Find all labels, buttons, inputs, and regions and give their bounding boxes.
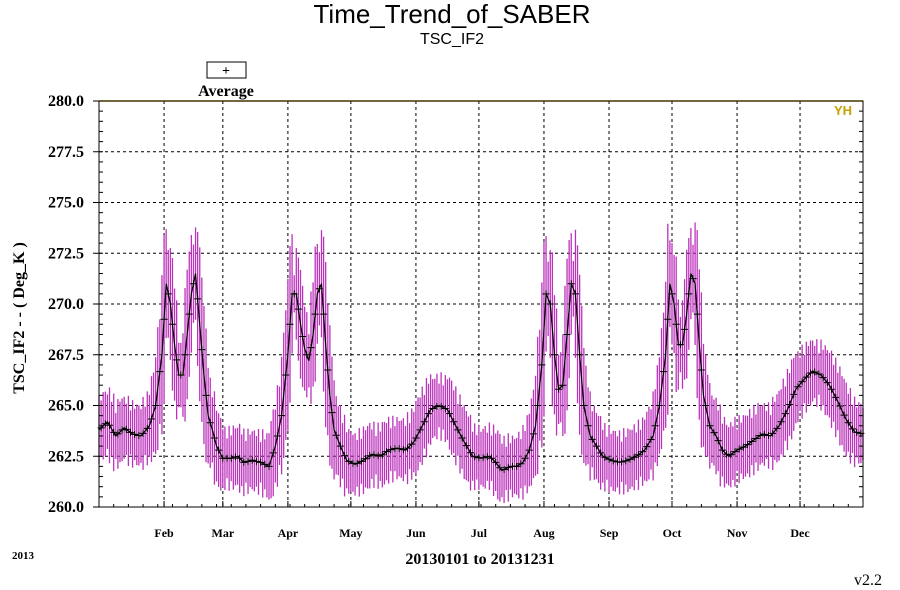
y-tick-label: 277.5 [48, 144, 84, 161]
x-axis-label: 20130101 to 20131231 [405, 551, 554, 568]
month-label: Apr [278, 526, 299, 540]
y-tick-label: 267.5 [48, 347, 84, 364]
month-label: Oct [663, 526, 682, 540]
chart-title: Time_Trend_of_SABER [314, 0, 591, 29]
chart-subtitle: TSC_IF2 [420, 31, 484, 48]
y-tick-label: 260.0 [48, 499, 84, 516]
month-label: Sep [600, 526, 619, 540]
series-line [98, 273, 864, 472]
range-bars [98, 222, 864, 504]
legend-symbol: + [222, 64, 230, 79]
limit-label: YH [834, 103, 852, 118]
month-label: Feb [154, 526, 174, 540]
month-label: Mar [212, 526, 235, 540]
y-axis: 260.0 262.5 265.0 267.5 270.0 272.5 275.0 277.5… [48, 93, 99, 516]
series-average [97, 273, 865, 473]
minor-ticks [98, 100, 864, 508]
y-tick-label: 265.0 [48, 398, 84, 415]
month-label: Jul [471, 526, 488, 540]
y-axis-label: TSC_IF2 - - ( Deg_K ) [11, 242, 28, 394]
y-tick-label: 262.5 [48, 448, 84, 465]
month-label: Aug [533, 526, 554, 540]
y-tick-label: 270.0 [48, 296, 84, 313]
y-tick-label: 272.5 [48, 245, 84, 262]
version-label: v2.2 [854, 572, 882, 589]
month-label: Dec [790, 526, 810, 540]
y-tick-label: 280.0 [48, 93, 84, 110]
year-label: 2013 [12, 550, 35, 562]
y-tick-label: 275.0 [48, 195, 84, 212]
month-label: Nov [727, 526, 748, 540]
legend-label: Average [198, 83, 254, 100]
month-label: May [339, 526, 362, 540]
legend: + Average [198, 61, 254, 100]
month-label: Jun [406, 526, 426, 540]
x-axis: Feb Mar Apr May Jun Jul Aug Sep Oct Nov Dec [154, 501, 810, 540]
legend-box [206, 61, 247, 79]
